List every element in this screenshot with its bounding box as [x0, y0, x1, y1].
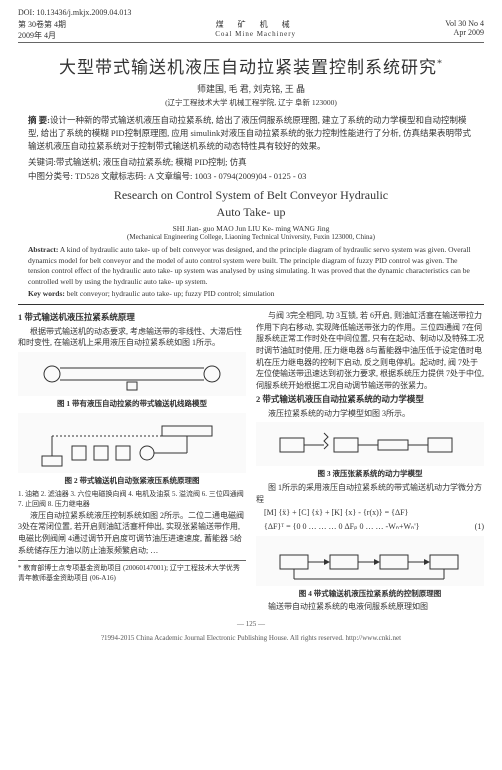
title-cn: 大型带式输送机液压自动拉紧装置控制系统研究*: [18, 53, 484, 78]
doi-line: DOI: 10.13436/j.mkjx.2009.04.013: [18, 8, 484, 17]
page-number: 125: [246, 620, 257, 628]
header-left: 第 30卷第 4期 2009年 4月: [18, 19, 66, 41]
dynamics-model-diagram-icon: [270, 426, 470, 462]
section-2-heading: 2 带式输送机液压自动拉紧系统的动力学模型: [256, 393, 484, 405]
date-cn: 2009年 4月: [18, 30, 66, 41]
subtitle-en: Auto Take- up: [18, 205, 484, 220]
running-header: 第 30卷第 4期 2009年 4月 煤 矿 机 械 Coal Mine Mac…: [18, 19, 484, 43]
para: 液压拉紧系统的动力学模型如图 3所示。: [256, 408, 484, 420]
abstract-cn-text: 设计一种新的带式输送机液压自动拉紧系统, 给出了液压伺服系统原理图, 建立了系统…: [28, 115, 471, 151]
header-right: Vol 30 No 4 Apr 2009: [445, 19, 484, 41]
eq-number: (1): [467, 521, 484, 533]
keywords-cn-text: 带式输送机; 液压自动拉紧系统; 模糊 PID控制; 仿真: [56, 157, 247, 167]
authors-cn: 师建国, 毛 君, 刘克铭, 王 晶: [18, 82, 484, 95]
title-cn-text: 大型带式输送机液压自动拉紧装置控制系统研究: [59, 58, 437, 77]
affil-cn: (辽宁工程技术大学 机械工程学院, 辽宁 阜新 123000): [18, 97, 484, 108]
equation-2: {ΔF}ᵀ = {0 0 … … … 0 ΔFₚ 0 … … -Wₙ+Wₙ'} …: [256, 521, 484, 533]
equation-1: [M] {ẍ} + [C] {ẋ} + [K] {x} - {r(x)} = {…: [256, 507, 484, 519]
keywords-en-label: Key words:: [28, 289, 65, 298]
eq2-text: {ΔF}ᵀ = {0 0 … … … 0 ΔFₚ 0 … … -Wₙ+Wₙ'}: [264, 522, 419, 531]
fig2-caption: 图 2 带式输送机自动张紧液压系统原理图: [18, 476, 246, 487]
date-en: Apr 2009: [445, 28, 484, 37]
keywords-cn-label: 关键词:: [28, 157, 56, 167]
authors-en: SHI Jian- guo MAO Jun LIU Ke- ming WANG …: [18, 224, 484, 233]
abstract-en-label: Abstract:: [28, 245, 58, 254]
class-number: 中图分类号: TD528 文献标志码: A 文章编号: 1003 - 0794(…: [28, 170, 474, 182]
keywords-en-text: belt conveyor; hydraulic auto take- up; …: [67, 289, 275, 298]
figure-1: [18, 352, 246, 396]
copyright-footer: ?1994-2015 China Academic Journal Electr…: [18, 634, 484, 642]
figure-2: [18, 413, 246, 473]
abstract-en-text: A kind of hydraulic auto take- up of bel…: [28, 245, 471, 286]
conveyor-line-diagram-icon: [32, 356, 232, 392]
affil-en: (Mechanical Engineering College, Liaonin…: [18, 233, 484, 241]
fig2-legend: 1. 油箱 2. 滤油器 3. 六位电磁换向阀 4. 电机及油泵 5. 溢流阀 …: [18, 489, 246, 509]
abstract-cn-label: 摘 要:: [28, 115, 50, 125]
abstract-cn: 摘 要:设计一种新的带式输送机液压自动拉紧系统, 给出了液压伺服系统原理图, 建…: [28, 114, 474, 152]
journal-cn: 煤 矿 机 械: [66, 19, 445, 30]
journal-en: Coal Mine Machinery: [66, 30, 445, 38]
title-en: Research on Control System of Belt Conve…: [18, 188, 484, 203]
vol-issue: 第 30卷第 4期: [18, 19, 66, 30]
control-block-diagram-icon: [270, 539, 470, 583]
figure-4: [256, 536, 484, 586]
keywords-en: Key words: belt conveyor; hydraulic auto…: [28, 289, 474, 298]
footnote-marker: *: [437, 58, 443, 69]
footnote: * 教育部博士点专项基金资助项目 (20060147001); 辽宁工程技术大学…: [18, 560, 246, 583]
fig3-caption: 图 3 液压张紧系统的动力学模型: [256, 469, 484, 480]
left-column: 1 带式输送机液压拉紧系统原理 根据带式输送机的动态要求, 考虑输送带的非线性、…: [18, 309, 246, 614]
right-column: 与阀 3完全相同, 功 3互锁, 若 6开启, 则油缸活塞在输送带拉力作用下向右…: [256, 309, 484, 614]
para: 与阀 3完全相同, 功 3互锁, 若 6开启, 则油缸活塞在输送带拉力作用下向右…: [256, 310, 484, 391]
abstract-en: Abstract: A kind of hydraulic auto take-…: [28, 245, 474, 287]
hydraulic-circuit-diagram-icon: [32, 416, 232, 470]
header-center: 煤 矿 机 械 Coal Mine Machinery: [66, 19, 445, 41]
page-footer: — 125 —: [18, 620, 484, 628]
figure-3: [256, 422, 484, 466]
fig4-caption: 图 4 带式输送机液压拉紧系统的控制原理图: [256, 589, 484, 600]
para: 根据带式输送机的动态要求, 考虑输送带的非线性、大滞后性和时变性, 在输送机上采…: [18, 326, 246, 349]
vol-en: Vol 30 No 4: [445, 19, 484, 28]
section-1-heading: 1 带式输送机液压拉紧系统原理: [18, 311, 246, 323]
section-divider: [18, 304, 484, 305]
para: 液压自动拉紧系统液压控制系统如图 2所示。二位二通电磁阀 3处在常闭位置, 若开…: [18, 510, 246, 556]
fig1-caption: 图 1 带有液压自动拉紧的带式输送机线路模型: [18, 399, 246, 410]
para: 图 1所示的采用液压自动拉紧系统的带式输送机动力学微分方程: [256, 482, 484, 505]
keywords-cn: 关键词:带式输送机; 液压自动拉紧系统; 模糊 PID控制; 仿真: [28, 156, 474, 168]
para: 输送带自动拉紧系统的电液伺服系统原理如图: [256, 601, 484, 613]
